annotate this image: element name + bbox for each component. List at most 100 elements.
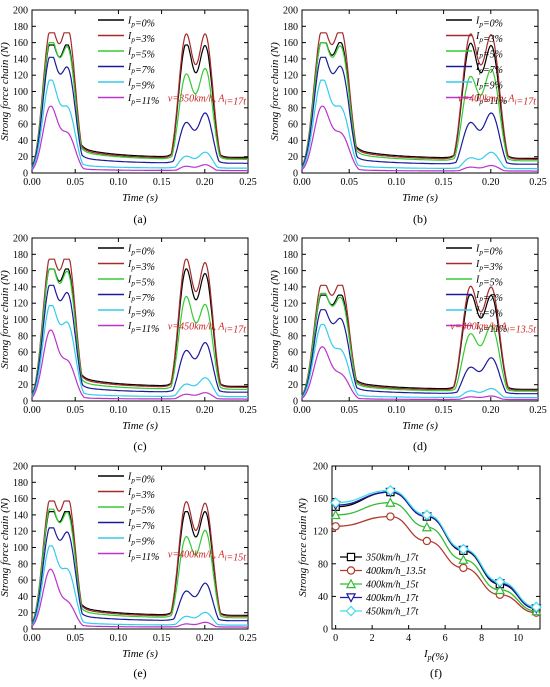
y-tick-label: 0 xyxy=(23,625,28,636)
data-point-triangle-up xyxy=(458,554,469,564)
y-tick-label: 140 xyxy=(13,282,28,293)
series-line-I-p-9- xyxy=(31,545,248,626)
x-tick-label: 0.00 xyxy=(23,177,41,188)
y-tick-label: 200 xyxy=(283,234,298,245)
y-tick-label: 200 xyxy=(13,234,28,245)
chart-panel-e: 0 20 40 60 80 100 120 140 160 180 200 0.00 0.05 0.10 0… xyxy=(0,462,257,681)
y-tick-label: 120 xyxy=(13,299,28,310)
y-tick-label: 140 xyxy=(283,54,298,65)
legend-label: Ip=5% xyxy=(475,275,503,289)
series-line-I-p-9- xyxy=(31,79,248,170)
y-axis-title: Strong force chain (N) xyxy=(269,42,281,141)
x-axis-title: Time (s) xyxy=(402,420,438,432)
condition-annotation: v=400km/h, Al=17t xyxy=(458,93,536,107)
x-tick-label: 0.05 xyxy=(66,177,84,188)
y-axis-title: Strong force chain (N) xyxy=(0,270,11,369)
y-tick-label: 160 xyxy=(13,38,28,49)
x-tick-label: 0.10 xyxy=(110,405,128,416)
y-tick-label: 40 xyxy=(288,364,298,375)
panel-label: (c) xyxy=(133,439,146,453)
series-line-I-p-11- xyxy=(31,329,248,400)
series-line-I-p-3- xyxy=(301,284,538,396)
x-tick-label: 0.15 xyxy=(435,177,453,188)
y-tick-label: 180 xyxy=(283,250,298,261)
y-tick-label: 20 xyxy=(18,380,28,391)
legend-label: Ip=7% xyxy=(127,518,155,532)
series-line-I-p-11- xyxy=(301,346,538,401)
y-tick-label: 100 xyxy=(13,315,28,326)
y-tick-label: 80 xyxy=(18,331,28,342)
series-line-I-p-9- xyxy=(301,323,538,399)
x-tick-label: 0.20 xyxy=(482,177,500,188)
legend-label: Ip=7% xyxy=(475,290,503,304)
legend-label: Ip=0% xyxy=(475,16,503,30)
data-point-circle xyxy=(459,563,468,573)
data-point-diamond xyxy=(530,601,542,613)
y-tick-label: 120 xyxy=(283,71,298,82)
x-tick-label: 0.25 xyxy=(239,405,257,416)
x-tick-label: 0.00 xyxy=(293,405,311,416)
condition-annotation: v=350km/h, Al=17t xyxy=(168,93,246,107)
x-tick-label: 0.15 xyxy=(153,633,171,644)
y-tick-label: 40 xyxy=(318,592,328,603)
y-tick-label: 140 xyxy=(13,54,28,65)
x-tick-label: 0.20 xyxy=(196,633,214,644)
legend-label: Ip=11% xyxy=(475,321,507,335)
condition-annotation: v=400km/h, Al=15t xyxy=(168,549,246,563)
panel-label: (a) xyxy=(133,212,146,226)
legend-label: Ip=0% xyxy=(127,244,155,258)
y-tick-label: 180 xyxy=(13,478,28,489)
x-tick-label: 0.25 xyxy=(239,633,257,644)
data-point-diamond xyxy=(494,576,506,588)
y-tick-label: 0 xyxy=(23,169,28,180)
data-point-circle xyxy=(422,536,432,546)
legend-label: Ip=3% xyxy=(127,487,155,501)
legend-label: Ip=3% xyxy=(127,31,155,45)
chart-panel-d: 0 20 40 60 80 100 120 140 160 180 200 0.00 0.05 0.10 0… xyxy=(269,234,547,454)
legend-label: Ip=0% xyxy=(127,472,155,486)
series-line-I-p-0- xyxy=(301,42,538,168)
y-axis-title: Strong force chain (N) xyxy=(0,498,11,597)
x-axis-title: Time (s) xyxy=(122,192,158,204)
series-line-I-p-3- xyxy=(31,500,248,624)
legend-label: Ip=11% xyxy=(127,93,159,107)
x-tick-label: 4 xyxy=(406,633,411,644)
legend-label: Ip=3% xyxy=(475,31,503,45)
y-tick-label: 0 xyxy=(323,625,328,636)
legend-label: Ip=7% xyxy=(475,62,503,76)
plot-frame xyxy=(331,465,541,630)
panel-label: (b) xyxy=(413,212,427,226)
y-tick-label: 20 xyxy=(288,380,298,391)
legend-label: Ip=11% xyxy=(475,93,507,107)
x-tick-label: 0.10 xyxy=(388,177,406,188)
y-tick-label: 80 xyxy=(18,103,28,114)
y-tick-label: 80 xyxy=(318,559,328,570)
y-tick-label: 200 xyxy=(283,6,298,17)
legend-label: Ip=11% xyxy=(127,549,159,563)
series-line-I-p-9- xyxy=(301,79,538,170)
y-tick-label: 40 xyxy=(18,592,28,603)
y-tick-label: 100 xyxy=(283,87,298,98)
x-tick-label: 0.20 xyxy=(196,405,214,416)
series-line-I-p-5- xyxy=(301,42,538,168)
data-point-circle xyxy=(346,566,356,575)
legend-label: Ip=5% xyxy=(127,47,155,61)
y-tick-label: 0 xyxy=(23,397,28,408)
y-tick-label: 160 xyxy=(13,494,28,505)
x-tick-label: 0.05 xyxy=(66,633,84,644)
y-tick-label: 160 xyxy=(13,266,28,277)
legend-label: Ip=5% xyxy=(127,275,155,289)
series-line-I-p-7- xyxy=(31,527,248,625)
chart-panel-a: 0 20 40 60 80 100 120 140 160 180 200 0.00 0.05 0.10 0… xyxy=(0,6,257,227)
series-line-I-p-0- xyxy=(31,268,248,396)
data-point-diamond xyxy=(330,497,342,509)
condition-annotation: v=400km/h, Al=13.5t xyxy=(450,321,536,335)
series-line-I-p-7- xyxy=(31,284,248,396)
data-point-triangle-up xyxy=(385,497,396,507)
x-axis-title: Time (s) xyxy=(122,420,158,432)
x-tick-label: 0.05 xyxy=(340,405,358,416)
data-point-diamond xyxy=(457,543,469,555)
legend-label: Ip=9% xyxy=(127,534,155,548)
series-line-I-p-3- xyxy=(31,258,248,395)
